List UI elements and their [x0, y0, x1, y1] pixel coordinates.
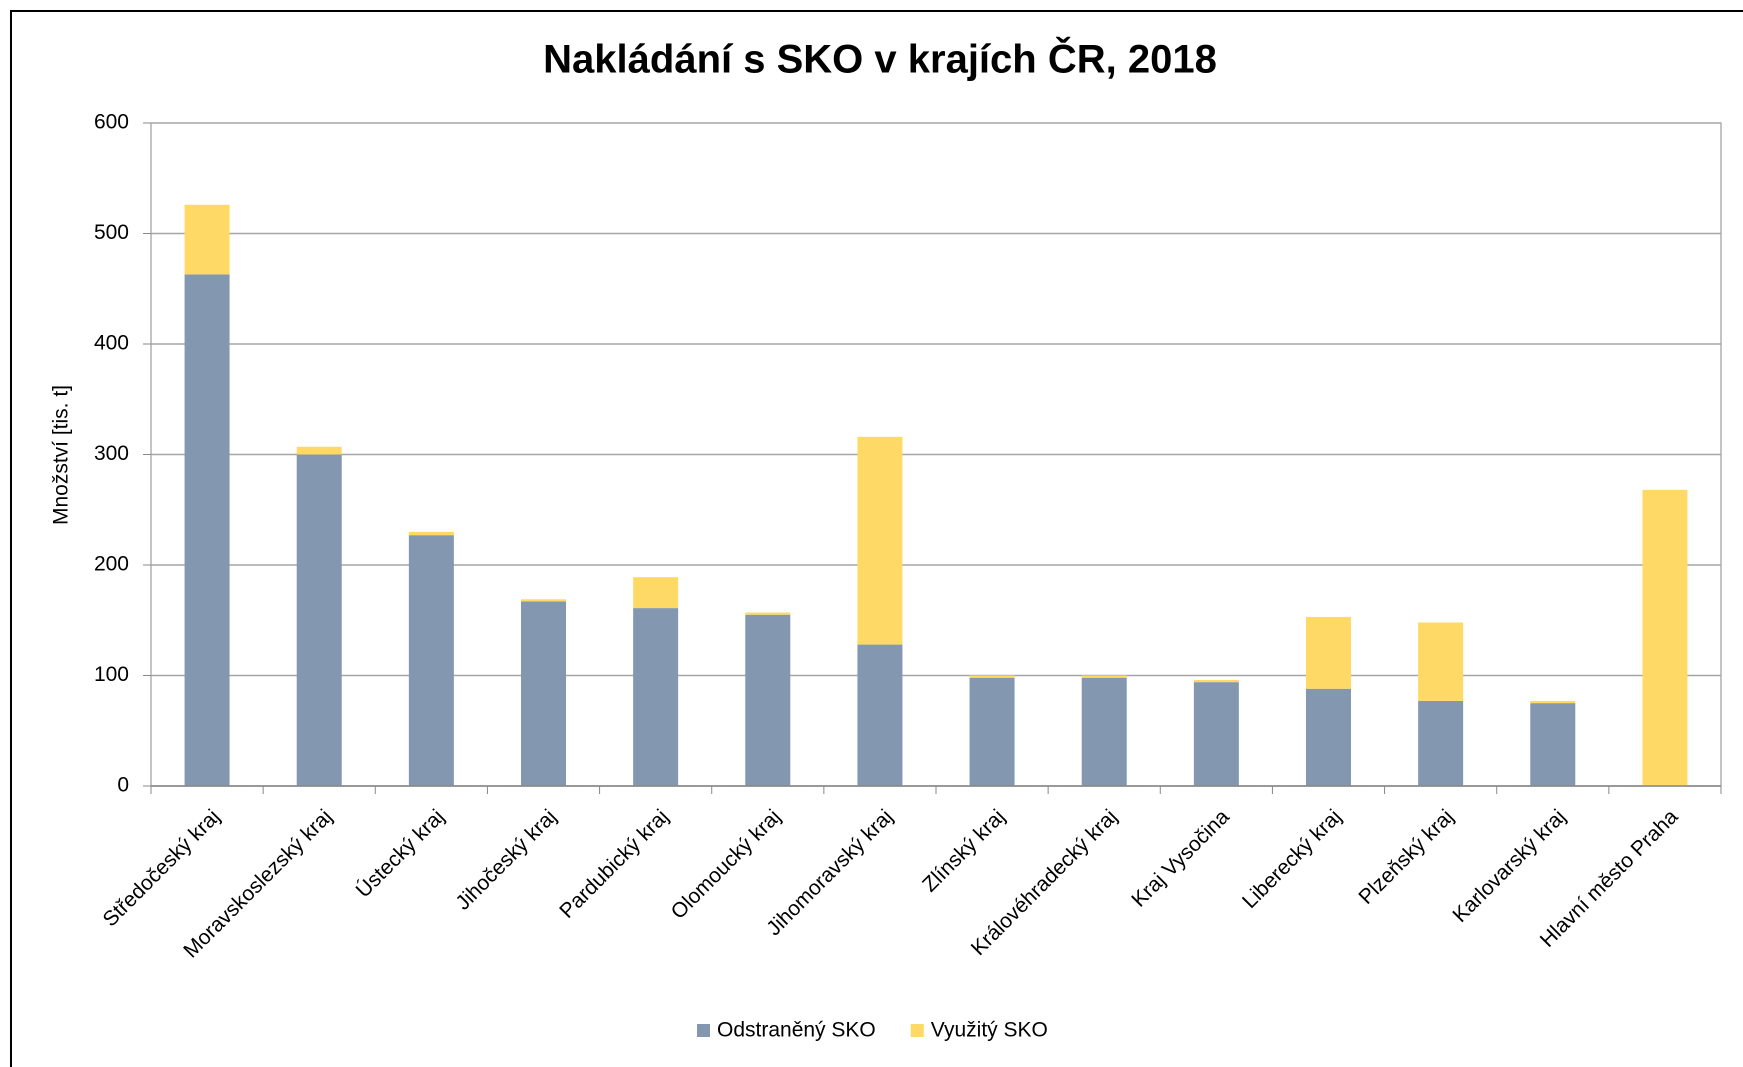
bar-segment	[969, 675, 1015, 678]
y-tick-label: 300	[94, 442, 129, 465]
bar-segment	[633, 577, 679, 609]
legend-swatch	[910, 1024, 924, 1037]
y-tick-label: 0	[117, 774, 129, 797]
bar-segment	[521, 601, 566, 786]
chart-title: Nakládání s SKO v krajích ČR, 2018	[543, 36, 1217, 82]
bar-segment	[969, 677, 1015, 786]
bar-segment	[408, 535, 454, 786]
bar-segment	[745, 614, 791, 786]
bar-segment	[1418, 622, 1464, 701]
bar-segment	[296, 454, 342, 786]
bar-segment	[857, 436, 903, 645]
bar-segment	[1530, 700, 1576, 704]
y-axis-label: Množství [tis. t]	[50, 385, 73, 525]
bar-segment	[296, 446, 342, 455]
bar-segment	[408, 531, 454, 536]
bar-segment	[1081, 677, 1127, 786]
bar-segment	[1642, 489, 1688, 786]
bar-segment	[1306, 688, 1351, 786]
bar-segment	[1418, 700, 1464, 786]
y-tick-label: 500	[94, 221, 129, 244]
bar-segment	[1306, 616, 1351, 689]
legend-label: Odstraněný SKO	[717, 1019, 876, 1042]
bar-segment	[1193, 682, 1239, 786]
legend-swatch	[697, 1024, 710, 1037]
bar-segment	[184, 204, 230, 275]
bar-segment	[1193, 679, 1239, 683]
bar-segment	[521, 599, 566, 602]
bar-segment	[857, 644, 903, 786]
bar-segment	[1530, 703, 1576, 786]
y-tick-label: 200	[94, 553, 129, 576]
legend-label: Využitý SKO	[931, 1019, 1048, 1042]
bar-segment	[1081, 675, 1127, 678]
y-tick-label: 600	[94, 111, 129, 134]
bar-segment	[633, 608, 679, 786]
bar-segment	[745, 612, 791, 615]
y-tick-label: 400	[94, 332, 129, 355]
bar-segment	[184, 274, 230, 786]
y-tick-label: 100	[94, 663, 129, 686]
